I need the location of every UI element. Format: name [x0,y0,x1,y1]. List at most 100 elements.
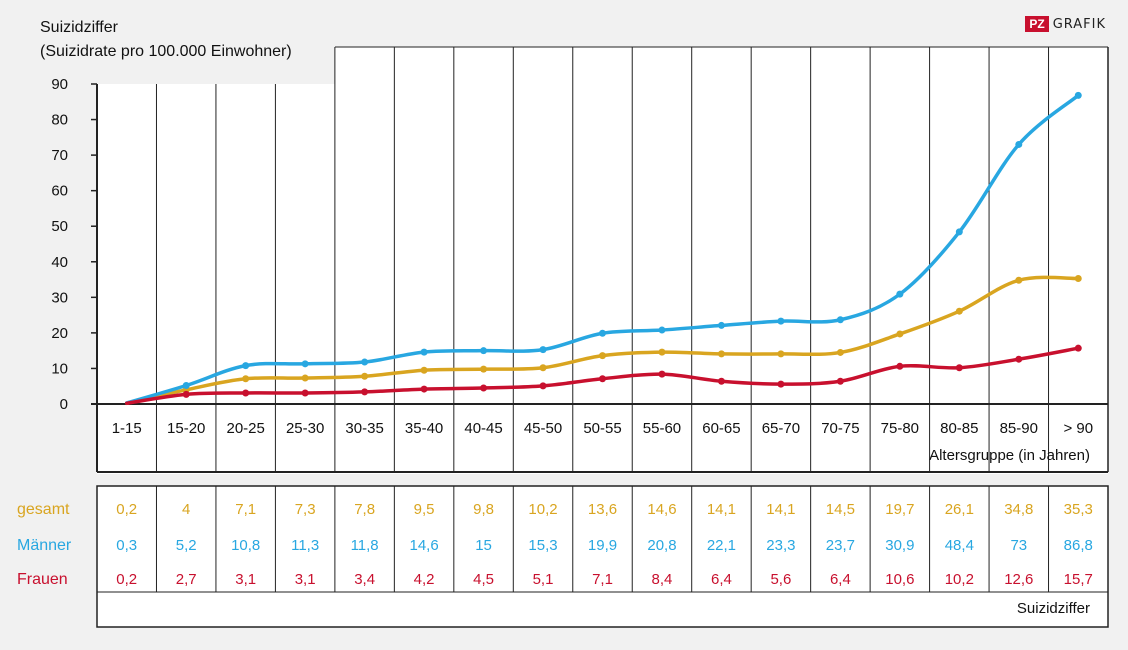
table-row-label-maenner: Männer [17,537,72,554]
y-tick-label: 70 [51,147,68,164]
data-point-frauen [420,385,428,393]
table-cell-frauen: 4,2 [414,571,435,588]
chart-grid [155,47,1050,592]
table-cell-gesamt: 7,1 [235,501,256,518]
table-cell-frauen: 6,4 [830,571,851,588]
data-point-maenner [896,290,904,298]
x-category-label: 35-40 [405,420,443,437]
data-point-frauen [836,377,844,385]
table-cell-gesamt: 9,5 [414,501,435,518]
table-row-label-frauen: Frauen [17,571,68,588]
table-cell-maenner: 22,1 [707,537,736,554]
data-point-maenner [420,348,428,356]
table-cell-gesamt: 14,6 [647,501,676,518]
y-axis-label-line2: (Suizidrate pro 100.000 Einwohner) [40,43,292,60]
table-cell-maenner: 5,2 [176,537,197,554]
x-category-label: 85-90 [1000,420,1038,437]
data-point-frauen [777,380,785,388]
data-point-maenner [1015,140,1023,148]
table-cell-maenner: 11,3 [291,537,319,554]
data-point-frauen [242,389,250,397]
table-cell-gesamt: 14,1 [707,501,736,518]
data-point-gesamt [658,348,666,356]
table-cell-frauen: 7,1 [592,571,613,588]
x-category-label: 55-60 [643,420,681,437]
y-tick-label: 50 [51,218,68,235]
y-tick-label: 20 [51,325,68,342]
y-tick-label: 10 [51,360,68,377]
table-cell-frauen: 3,1 [235,571,256,588]
x-category-label: > 90 [1063,420,1093,437]
data-point-maenner [777,317,785,325]
data-point-maenner [955,228,963,236]
y-tick-label: 0 [60,396,68,413]
data-point-gesamt [1015,276,1023,284]
x-category-label: 40-45 [464,420,502,437]
data-point-frauen [599,375,606,383]
data-point-maenner [836,316,844,324]
data-point-gesamt [242,375,250,383]
table-cell-gesamt: 7,8 [354,501,375,518]
category-band-background [97,404,1108,474]
table-cell-maenner: 23,3 [766,537,795,554]
series-line-maenner [124,93,1081,405]
table-cell-gesamt: 19,7 [885,501,914,518]
x-category-label: 70-75 [821,420,859,437]
data-point-gesamt [896,330,904,338]
x-category-label: 1-15 [112,420,142,437]
table-footer-label: Suizidziffer [1017,600,1090,617]
table-cell-maenner: 20,8 [647,537,676,554]
table-background [97,486,1108,627]
table-cell-maenner: 30,9 [885,537,914,554]
data-point-gesamt [717,350,725,358]
data-point-gesamt [480,365,488,373]
data-point-frauen [539,382,547,390]
table-cell-gesamt: 34,8 [1004,501,1033,518]
table-cell-maenner: 11,8 [351,537,379,554]
data-point-gesamt [539,364,547,372]
y-tick-label: 90 [51,76,68,93]
data-point-maenner [301,360,309,368]
x-category-label: 30-35 [345,420,383,437]
data-point-frauen [361,388,369,396]
table-cell-maenner: 73 [1010,537,1027,554]
x-category-label: 60-65 [702,420,740,437]
table-cell-maenner: 10,8 [231,537,260,554]
y-axis-ticks: 0 10 20 30 40 50 60 70 80 90 [51,76,97,413]
data-point-frauen [301,389,309,397]
data-point-frauen [658,370,666,378]
data-point-gesamt [1074,274,1082,282]
x-category-label: 80-85 [940,420,978,437]
x-category-label: 15-20 [167,420,205,437]
table-cell-gesamt: 14,1 [766,501,795,518]
table-cell-frauen: 5,6 [770,571,791,588]
data-point-maenner [539,346,547,354]
table-cell-gesamt: 0,2 [116,501,137,518]
x-axis-categories: 1-15 15-20 20-25 25-30 30-35 35-40 40-45 45-50 5… [112,420,1093,437]
data-point-maenner [480,347,488,355]
data-point-gesamt [301,374,309,382]
y-tick-label: 80 [51,112,68,129]
data-point-gesamt [955,307,963,315]
table-cell-frauen: 2,7 [176,571,197,588]
data-point-gesamt [836,348,844,356]
x-category-label: 65-70 [762,420,800,437]
plot-background [97,84,1108,404]
table-row-label-gesamt: gesamt [17,501,70,518]
data-point-gesamt [420,366,428,374]
data-point-maenner [242,362,250,370]
x-category-label: 45-50 [524,420,562,437]
data-point-maenner [658,326,666,334]
table-cell-frauen: 4,5 [473,571,494,588]
table-cell-gesamt: 26,1 [945,501,974,518]
table-cell-gesamt: 10,2 [528,501,557,518]
table-cell-frauen: 10,2 [945,571,974,588]
table-cell-maenner: 19,9 [588,537,617,554]
table-cell-gesamt: 13,6 [588,501,617,518]
chart-frame [91,46,1109,628]
x-axis-label: Altersgruppe (in Jahren) [929,447,1090,464]
data-point-gesamt [361,372,369,380]
data-point-frauen [896,362,904,370]
data-point-frauen [1074,344,1082,352]
